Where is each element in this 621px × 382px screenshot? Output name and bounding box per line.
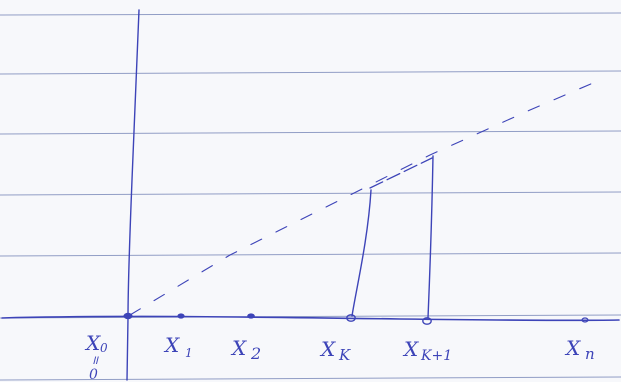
secant-segment — [369, 157, 433, 189]
label-xk-subscript: K — [338, 346, 351, 364]
vertical-line-xk — [351, 189, 372, 317]
ruled-line — [0, 130, 621, 135]
ruled-line — [0, 314, 621, 319]
label-x1: X 1 — [163, 333, 193, 360]
label-xk1-letter: X — [402, 337, 419, 361]
point-xk — [346, 314, 356, 322]
axis-points — [123, 312, 589, 325]
label-x2-letter: X — [230, 336, 247, 360]
label-x2-subscript: 2 — [250, 344, 261, 363]
point-x1 — [177, 313, 185, 319]
label-x1-subscript: 1 — [185, 346, 193, 360]
point-x0 — [123, 312, 133, 320]
label-x0-zero: 0 — [89, 367, 98, 382]
vertical-line-xk1 — [427, 155, 434, 319]
label-xk1: X K+1 — [402, 337, 452, 364]
label-xk-letter: X — [319, 337, 336, 361]
ruled-line — [0, 376, 621, 381]
point-xk1 — [422, 317, 432, 325]
y-axis — [126, 9, 140, 381]
label-x0-subscript: 0 — [100, 341, 108, 355]
label-xn: X n — [564, 336, 595, 363]
ruled-line — [0, 12, 621, 16]
ruled-line — [0, 252, 621, 257]
point-xn — [581, 317, 589, 323]
label-xn-letter: X — [564, 336, 581, 360]
ruled-lines — [0, 12, 621, 381]
label-xk: X K — [319, 337, 351, 364]
dashed-line — [129, 79, 601, 316]
x-axis — [1, 315, 620, 322]
label-x0-equals: ॥ — [91, 353, 99, 367]
ruled-line — [0, 70, 621, 75]
label-x2: X 2 — [230, 336, 261, 363]
label-x0: X 0 ॥ 0 — [84, 331, 108, 382]
ruled-line — [0, 191, 621, 196]
label-xk1-subscript: K+1 — [420, 348, 452, 364]
axis-labels: X 0 ॥ 0 X 1 X 2 X K X K+1 X n — [84, 331, 595, 382]
label-x0-letter: X — [84, 331, 101, 355]
point-x2 — [247, 313, 255, 319]
label-xn-subscript: n — [585, 345, 595, 363]
label-x1-letter: X — [163, 333, 180, 357]
